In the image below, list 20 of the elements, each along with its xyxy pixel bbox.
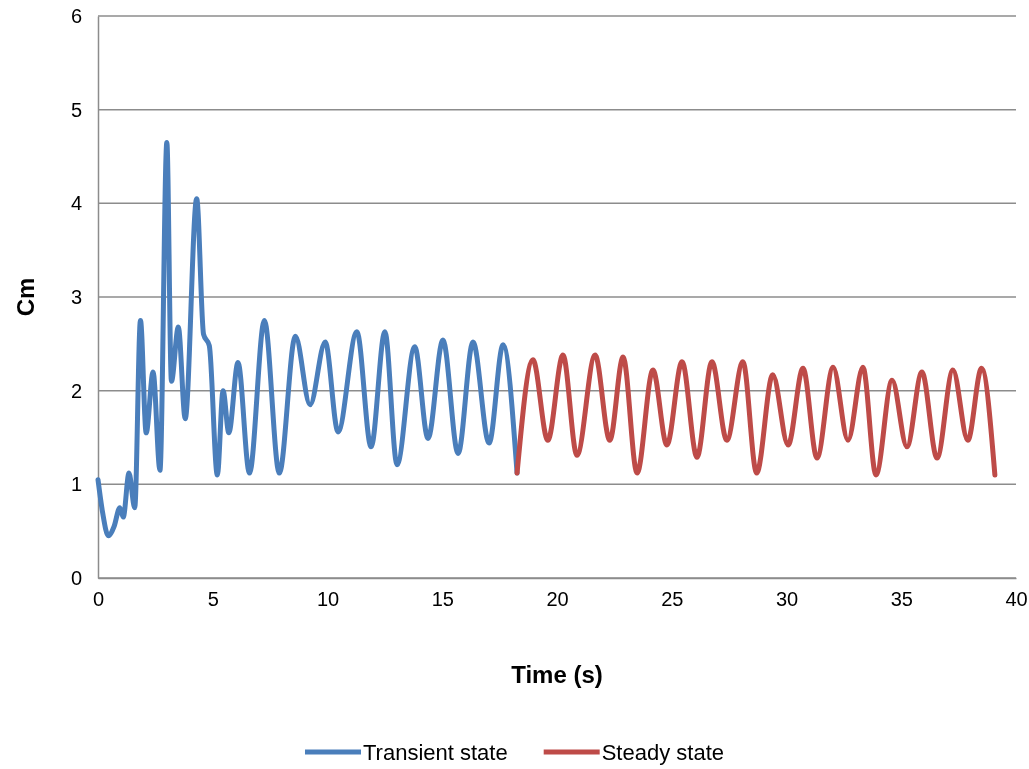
y-tick-label: 3 xyxy=(70,285,82,308)
y-tick-label: 2 xyxy=(70,379,82,402)
x-tick-label: 25 xyxy=(661,588,684,611)
y-tick-label: 6 xyxy=(70,4,82,27)
legend-label: Transient state xyxy=(362,740,508,765)
x-tick-label: 30 xyxy=(775,588,799,611)
y-tick-label: 4 xyxy=(70,192,82,215)
y-tick-label: 0 xyxy=(70,566,82,589)
x-tick-label: 35 xyxy=(890,588,913,611)
x-tick-label: 0 xyxy=(92,588,105,611)
x-axis-title: Time (s) xyxy=(511,661,603,688)
x-tick-label: 40 xyxy=(1005,588,1028,611)
x-tick-label: 20 xyxy=(546,588,569,611)
y-tick-label: 5 xyxy=(70,98,82,121)
x-tick-label: 5 xyxy=(207,588,219,611)
x-tick-label: 10 xyxy=(316,588,340,611)
y-axis-title: Cm xyxy=(12,277,39,317)
legend-label: Steady state xyxy=(601,740,725,765)
y-tick-label: 1 xyxy=(70,473,82,496)
x-tick-label: 15 xyxy=(431,588,454,611)
